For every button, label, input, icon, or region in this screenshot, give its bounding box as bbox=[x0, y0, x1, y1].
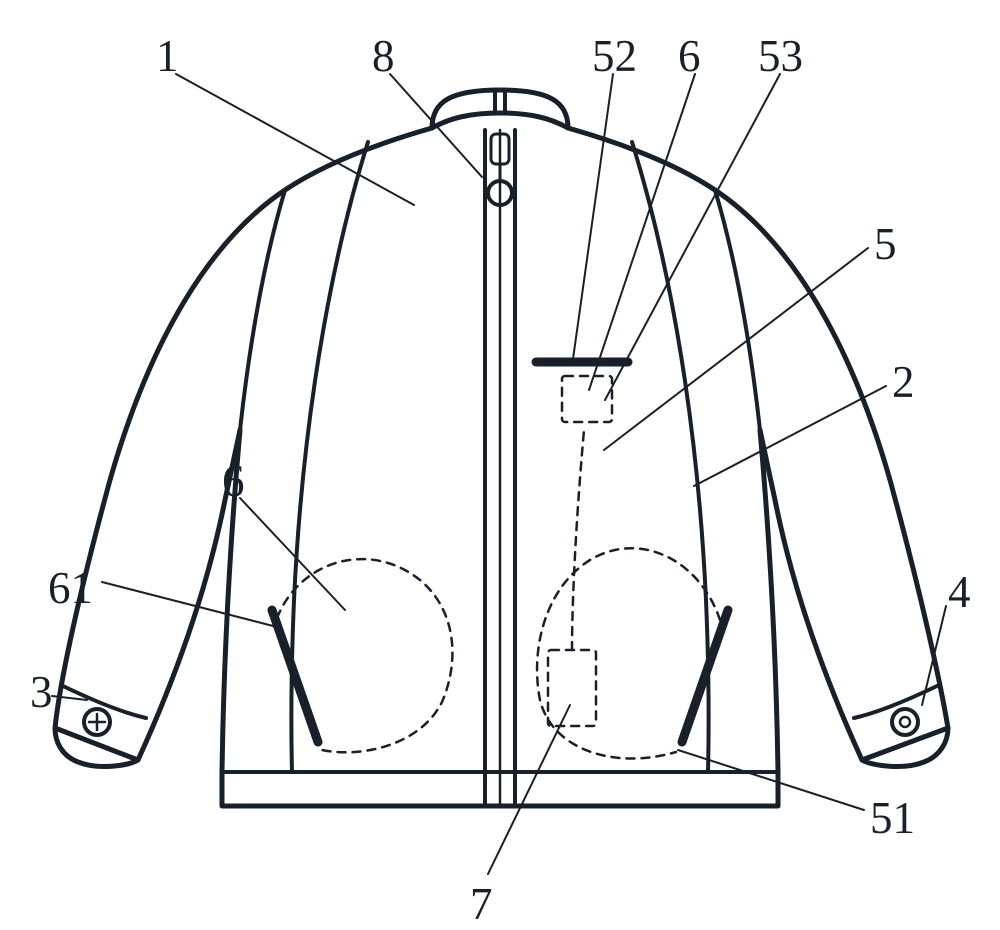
label-52: 52 bbox=[592, 30, 637, 82]
collar bbox=[432, 90, 568, 128]
label-1: 1 bbox=[156, 30, 179, 82]
left-pocket-bag bbox=[277, 559, 452, 752]
label-6-left: 6 bbox=[222, 455, 245, 507]
label-5: 5 bbox=[874, 218, 897, 270]
label-2: 2 bbox=[892, 356, 915, 408]
label-8: 8 bbox=[372, 30, 395, 82]
jacket-body bbox=[55, 128, 948, 806]
label-4: 4 bbox=[948, 566, 971, 618]
label-6-top: 6 bbox=[678, 30, 701, 82]
label-51: 51 bbox=[870, 792, 915, 844]
label-61: 61 bbox=[48, 562, 93, 614]
label-53: 53 bbox=[758, 30, 803, 82]
jacket-diagram bbox=[0, 0, 1000, 926]
zipper bbox=[485, 130, 515, 806]
label-7: 7 bbox=[470, 878, 493, 930]
label-3: 3 bbox=[30, 666, 53, 718]
